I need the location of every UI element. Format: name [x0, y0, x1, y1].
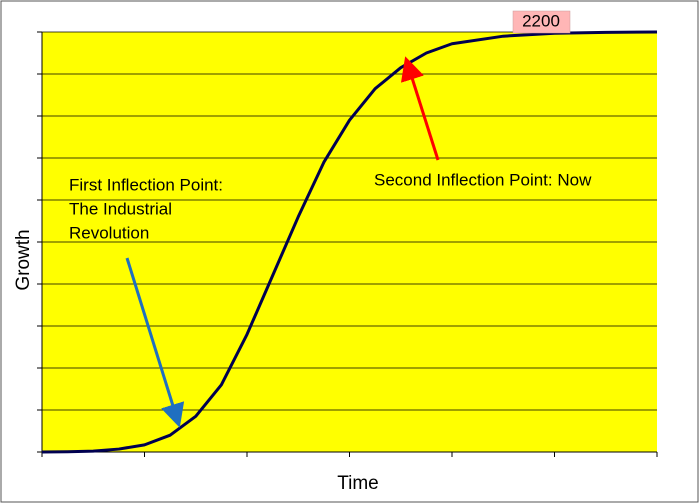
x-axis-label: Time	[337, 473, 379, 494]
growth-line	[41, 30, 658, 454]
arrow	[125, 257, 185, 428]
arrow	[400, 56, 440, 161]
y-axis-label: Growth	[13, 229, 34, 290]
label-box	[512, 10, 571, 34]
annotation: The Industrial	[69, 199, 172, 218]
annotation: First Inflection Point:	[69, 175, 223, 194]
annotation: 2200	[522, 11, 560, 30]
annotation: Revolution	[69, 223, 149, 242]
annotation: Second Inflection Point: Now	[374, 170, 592, 189]
